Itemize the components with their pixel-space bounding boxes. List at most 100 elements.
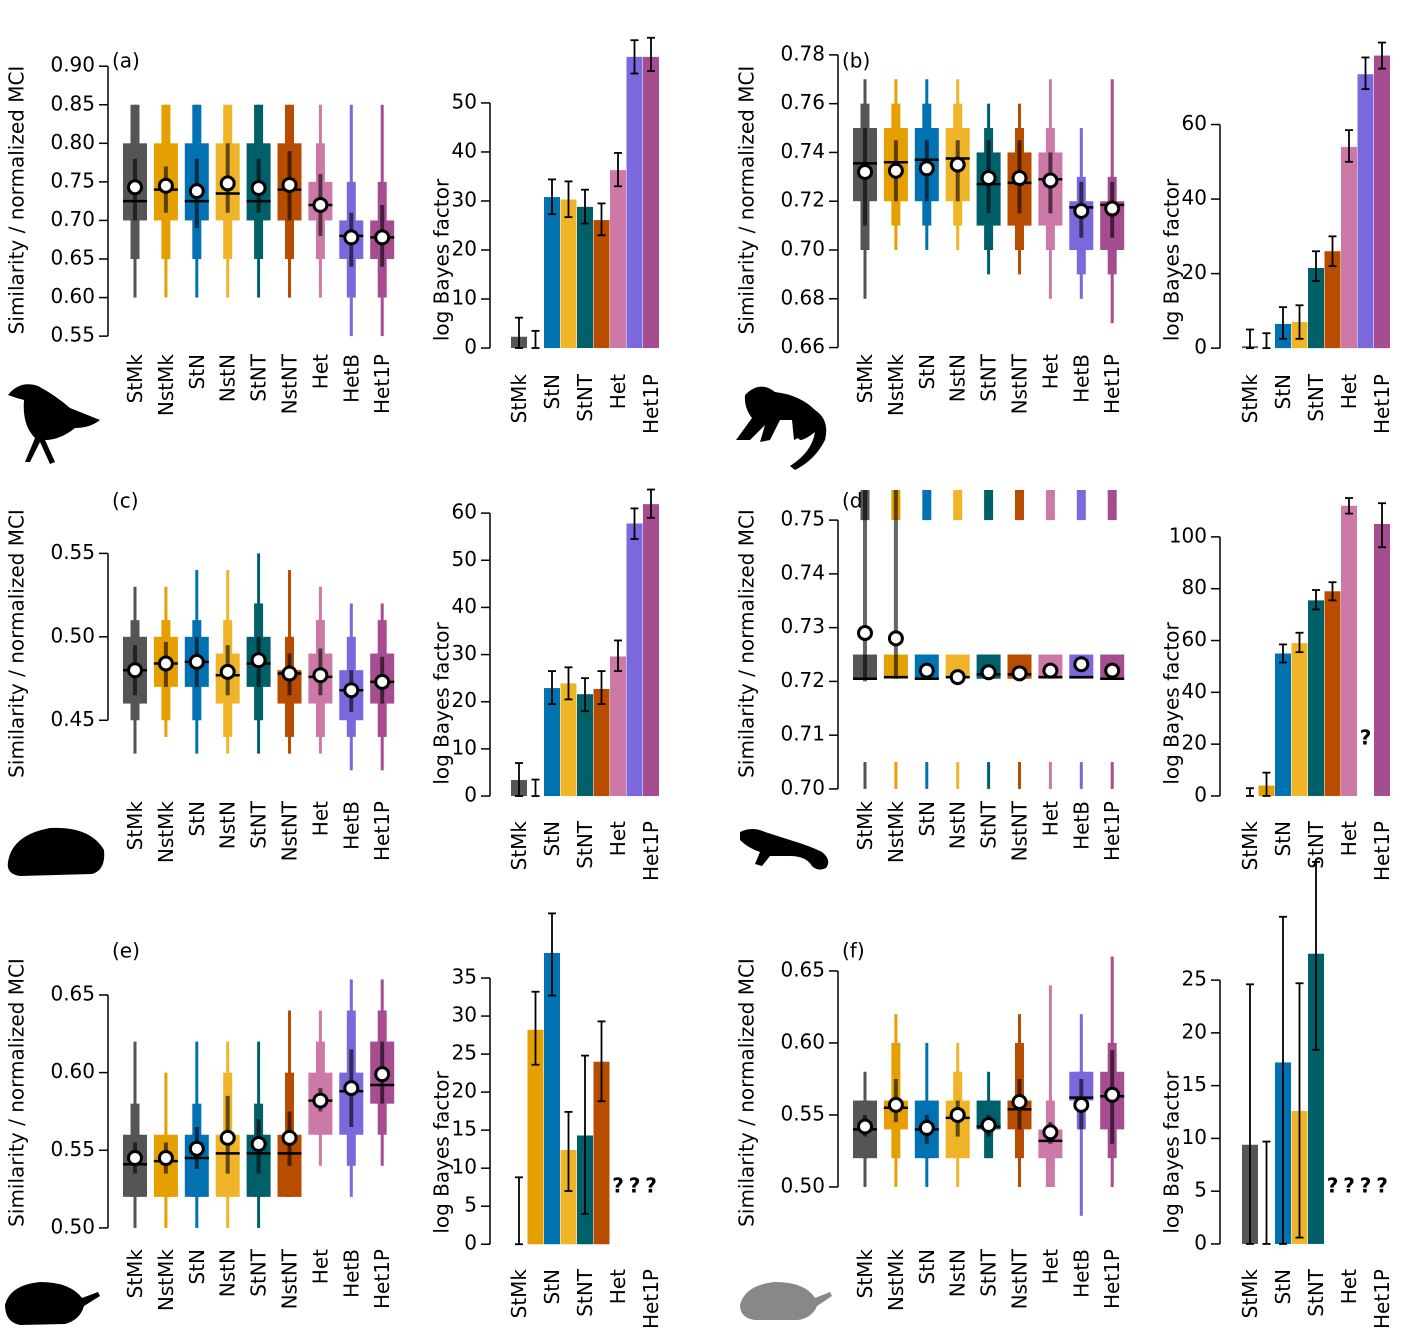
x-tick-label: StMk bbox=[853, 801, 877, 851]
bar bbox=[1308, 953, 1324, 1244]
x-tick-label: StMk bbox=[853, 354, 877, 404]
x-tick-label: Het1P bbox=[370, 801, 394, 861]
x-tick-label: StMk bbox=[123, 1249, 147, 1299]
x-tick-label: StMk bbox=[123, 801, 147, 851]
error-bar bbox=[647, 36, 655, 72]
x-tick-label: Het bbox=[308, 801, 332, 836]
y-tick-label: 0.80 bbox=[50, 130, 95, 154]
silhouettes bbox=[5, 384, 832, 1325]
mean bbox=[281, 665, 298, 682]
y-tick-label: 100 bbox=[1169, 523, 1207, 547]
bar bbox=[1374, 523, 1390, 796]
y-tick-label: 0.55 bbox=[50, 540, 95, 564]
outer-range bbox=[1110, 762, 1114, 789]
x-tick-label: Het1P bbox=[1370, 1269, 1394, 1329]
x-tick-label: StN bbox=[540, 821, 564, 857]
x-tick-label: StMk bbox=[507, 374, 531, 424]
y-tick-label: 0.73 bbox=[780, 614, 825, 638]
y-tick-label: 60 bbox=[1182, 111, 1207, 135]
mean bbox=[157, 1150, 174, 1167]
x-tick-label: Het1P bbox=[1100, 801, 1124, 861]
mean bbox=[312, 667, 329, 684]
x-tick-label: StNT bbox=[573, 1268, 597, 1316]
y-tick-label: 0 bbox=[1194, 782, 1207, 806]
x-tick-label: StN bbox=[1271, 821, 1295, 857]
mean bbox=[980, 664, 997, 681]
mean bbox=[1011, 170, 1028, 187]
middle-range bbox=[1076, 490, 1086, 521]
x-tick-label: HetB bbox=[339, 1249, 363, 1298]
outer-range bbox=[956, 762, 960, 789]
y-tick-label: 0.90 bbox=[50, 53, 95, 77]
value-label: ? bbox=[629, 1174, 641, 1198]
x-tick-label: StMk bbox=[1238, 374, 1262, 424]
bar bbox=[593, 220, 610, 349]
x-tick-label: NstMk bbox=[154, 801, 178, 863]
error-bar bbox=[531, 778, 540, 797]
y-tick-label: 0.75 bbox=[780, 507, 825, 531]
x-tick-label: StMk bbox=[1238, 1269, 1262, 1319]
bar bbox=[593, 689, 610, 797]
outer-range bbox=[1048, 985, 1052, 1187]
bar-chart: 0 5 10 15 20 25 log Bayes factor StMk StN StNT? ? H… bbox=[1160, 861, 1394, 1329]
x-tick-label: Het1P bbox=[370, 354, 394, 414]
mean bbox=[250, 652, 267, 669]
x-tick-label: StMk bbox=[123, 354, 147, 404]
mean bbox=[857, 163, 873, 180]
y-tick-label: 5 bbox=[464, 1193, 477, 1217]
middle-range bbox=[953, 490, 963, 521]
outer-range bbox=[987, 762, 991, 789]
y-axis-label: Similarity / normalized MCI bbox=[735, 958, 759, 1227]
mean bbox=[857, 625, 873, 642]
x-tick-label: Het1P bbox=[639, 1269, 663, 1329]
value-label: ? bbox=[612, 1174, 624, 1198]
mean bbox=[949, 156, 966, 173]
mean bbox=[980, 170, 997, 187]
x-tick-label: NstNT bbox=[1008, 800, 1032, 861]
x-tick-label: StNT bbox=[247, 353, 271, 401]
y-tick-label: 10 bbox=[452, 1155, 477, 1179]
bar bbox=[560, 199, 577, 349]
y-axis-label: log Bayes factor bbox=[1160, 1071, 1184, 1234]
error-bar bbox=[581, 1054, 589, 1215]
bar bbox=[560, 683, 577, 797]
outer-range bbox=[894, 762, 898, 789]
error-bar bbox=[1295, 631, 1304, 654]
value-label: ? bbox=[1360, 1173, 1372, 1197]
mean bbox=[281, 1129, 298, 1146]
y-tick-label: 15 bbox=[1182, 1072, 1207, 1096]
mean bbox=[343, 682, 360, 699]
bar bbox=[577, 206, 593, 349]
bar-chart: 0 10 20 30 40 50 log Bayes factor StMk StN StNT He… bbox=[430, 36, 663, 434]
y-tick-label: 80 bbox=[1182, 575, 1207, 599]
x-tick-label: HetB bbox=[339, 354, 363, 403]
error-bar bbox=[1246, 328, 1254, 350]
bar bbox=[1308, 268, 1324, 349]
error-bar bbox=[614, 639, 622, 672]
x-tick-label: NstNT bbox=[278, 800, 302, 861]
x-tick-label: StNT bbox=[1304, 1268, 1328, 1316]
bar-chart: 0 20 40 60 80 100 log Bayes factor StMk StN StNT H… bbox=[1160, 497, 1394, 881]
mean bbox=[374, 229, 391, 246]
y-axis-label: log Bayes factor bbox=[430, 1071, 454, 1234]
error-bar bbox=[1328, 235, 1337, 268]
x-tick-label: NstMk bbox=[884, 354, 908, 416]
panel-label: (a) bbox=[112, 49, 140, 73]
x-tick-label: StNT bbox=[247, 800, 271, 848]
y-tick-label: 0.72 bbox=[780, 188, 825, 212]
panel-label: (f) bbox=[842, 939, 865, 963]
mean bbox=[312, 1092, 329, 1109]
x-tick-label: StNT bbox=[573, 820, 597, 868]
shrew-silhouette-grey bbox=[740, 1282, 832, 1320]
y-tick-label: 50 bbox=[452, 547, 477, 571]
x-tick-label: NstN bbox=[216, 1249, 240, 1297]
bird-silhouette bbox=[8, 384, 100, 464]
panel-label: (e) bbox=[112, 939, 140, 963]
mean bbox=[1104, 200, 1121, 217]
bar bbox=[610, 656, 626, 797]
y-tick-label: 0.60 bbox=[50, 284, 95, 308]
x-tick-label: NstMk bbox=[884, 1249, 908, 1311]
y-tick-label: 0.55 bbox=[50, 1137, 95, 1161]
y-tick-label: 30 bbox=[452, 641, 477, 665]
